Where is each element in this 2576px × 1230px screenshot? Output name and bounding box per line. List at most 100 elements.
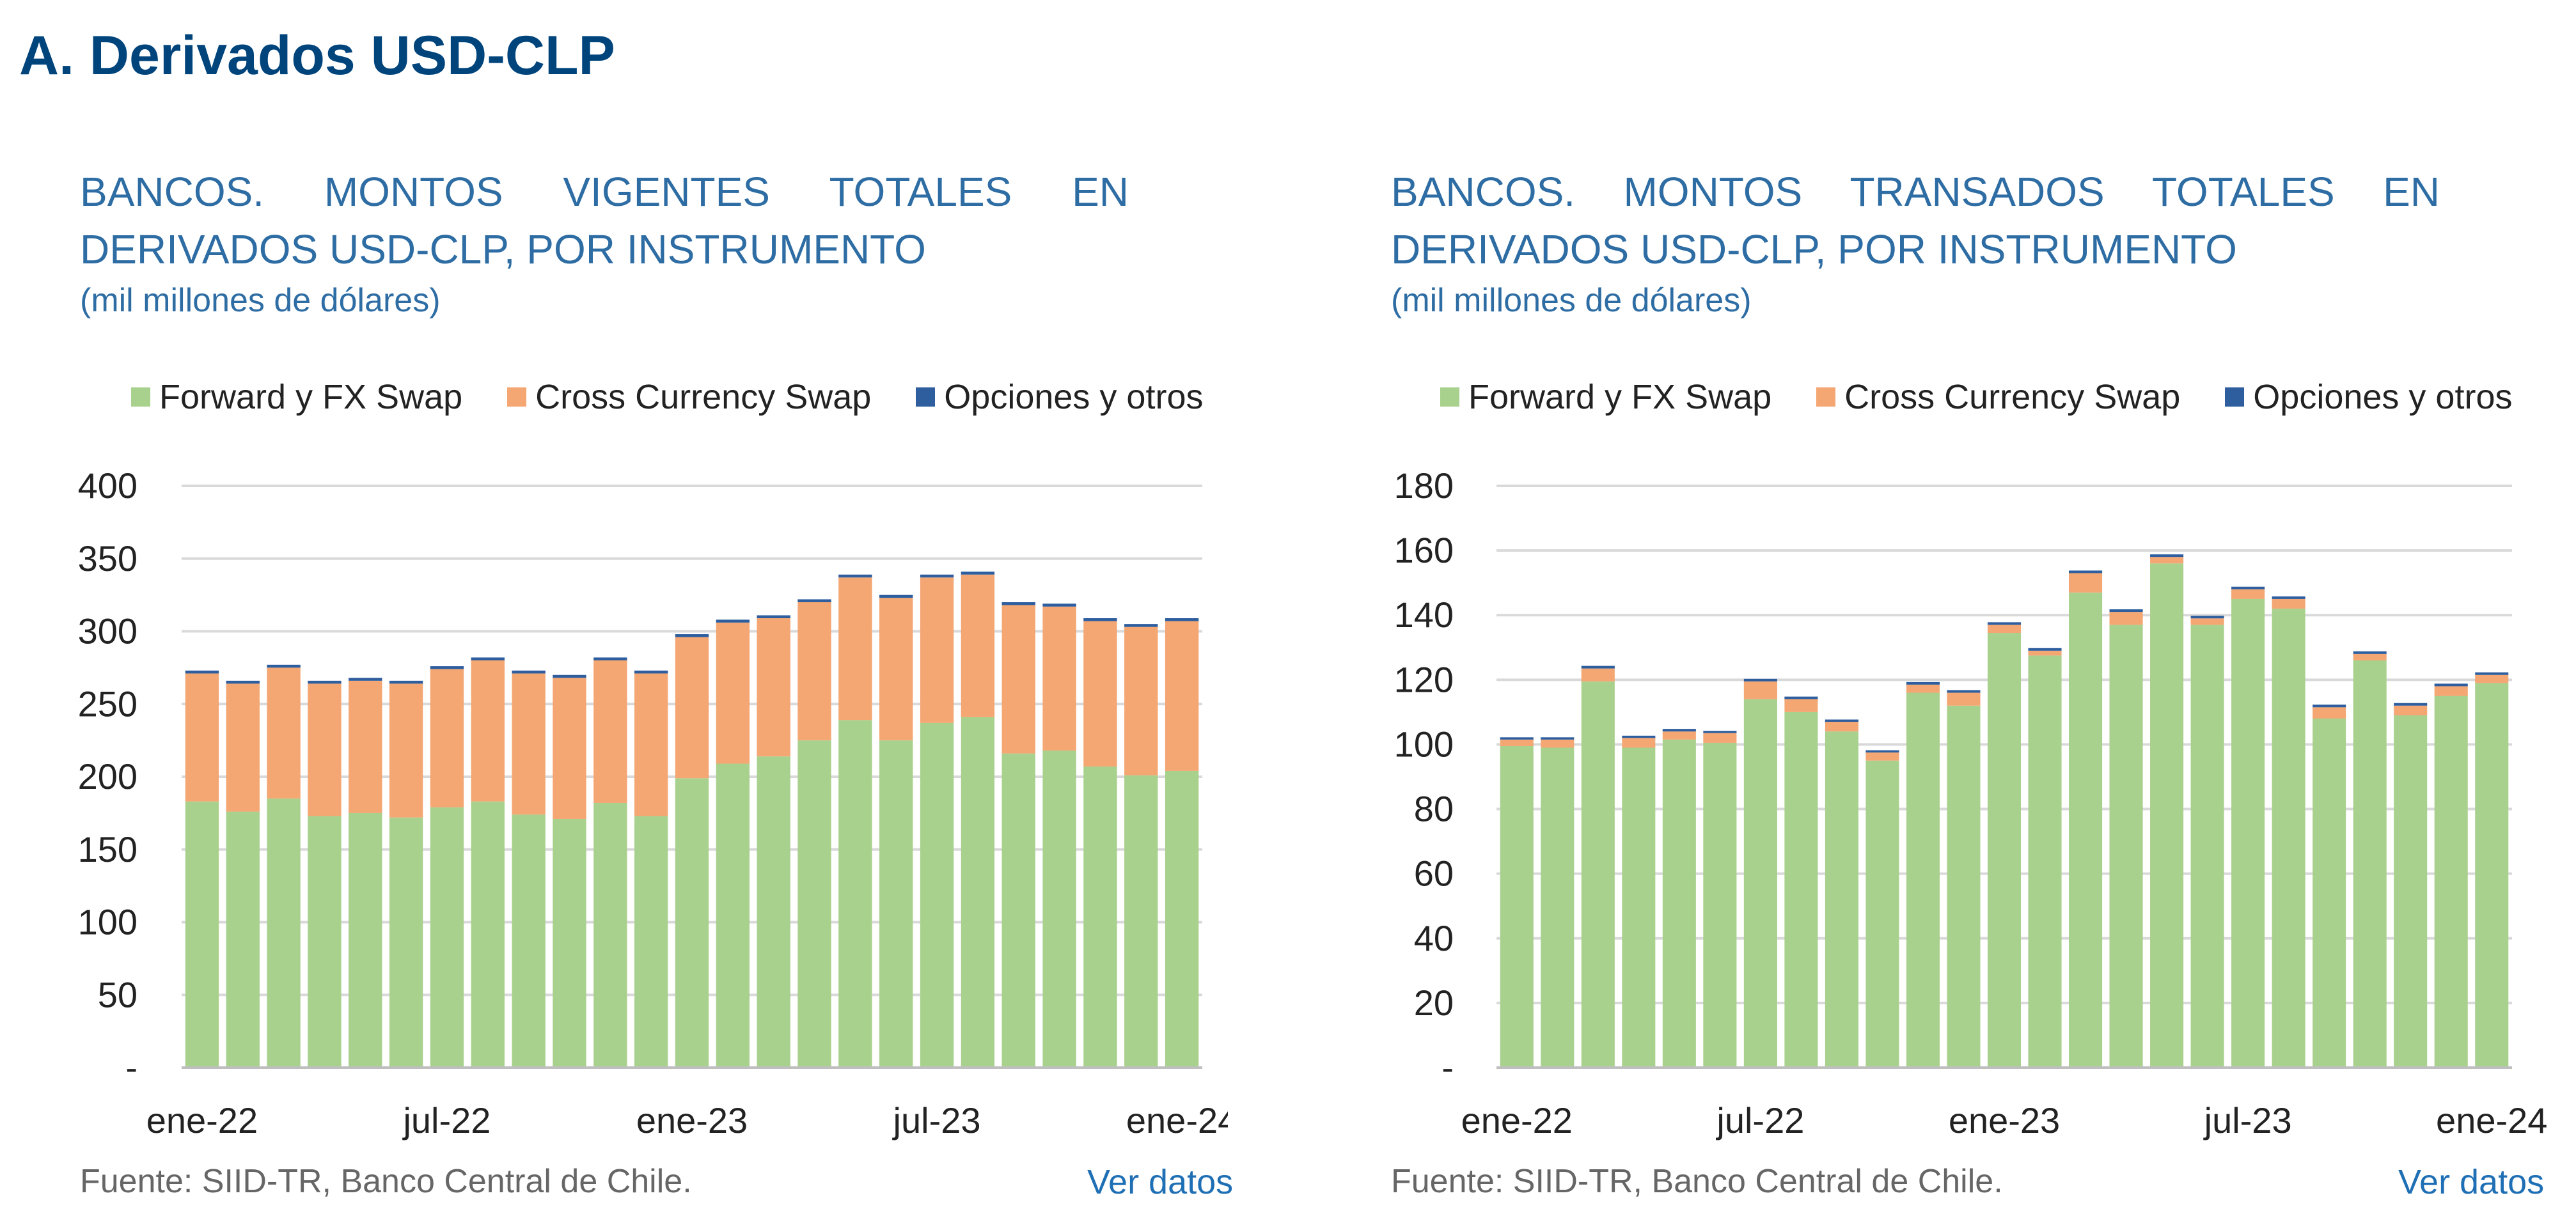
bar-options [716, 619, 750, 623]
bar-options [593, 657, 627, 660]
bar-options [2272, 596, 2305, 599]
bar-options [1042, 603, 1076, 607]
bar-forward [185, 801, 219, 1068]
y-tick-label: 350 [78, 538, 137, 579]
bar-options [634, 670, 668, 674]
x-tick-label: jul-22 [1715, 1100, 1804, 1140]
bar-options [757, 615, 790, 619]
bar-forward [226, 811, 260, 1068]
page-title: A. Derivados USD-CLP [19, 25, 615, 86]
bar-ccs [1825, 722, 1858, 732]
bar-ccs [308, 683, 342, 816]
bar-ccs [961, 574, 995, 717]
bar-options [226, 680, 260, 684]
bar-ccs [1581, 668, 1615, 681]
bar-forward [2150, 563, 2184, 1068]
bar-forward [675, 778, 709, 1068]
bar-forward [2068, 592, 2103, 1068]
y-tick-label: 20 [1414, 983, 1454, 1023]
bar-ccs [675, 637, 709, 779]
bar-options [2353, 651, 2387, 654]
bar-ccs [349, 680, 382, 813]
bar-ccs [2068, 573, 2103, 593]
legend-left: Forward y FX Swap Cross Currency Swap Op… [131, 377, 1248, 417]
bar-ccs [1743, 681, 1777, 699]
y-tick-label: - [125, 1047, 137, 1087]
bar-forward [1662, 739, 1696, 1068]
bar-options [1500, 737, 1534, 740]
bar-ccs [1906, 684, 1940, 693]
bar-options [1743, 678, 1777, 681]
bar-forward [797, 740, 831, 1068]
y-tick-label: 100 [1394, 724, 1454, 764]
bar-options [2190, 616, 2224, 619]
x-tick-label: ene-24 [1126, 1100, 1228, 1140]
ver-datos-link-right[interactable]: Ver datos [2398, 1163, 2545, 1201]
bar-ccs [2353, 653, 2387, 660]
bar-forward [879, 740, 913, 1068]
bar-ccs [1500, 739, 1534, 746]
bar-forward [2353, 660, 2387, 1068]
bar-options [2028, 648, 2062, 651]
legend-right: Forward y FX Swap Cross Currency Swap Op… [1440, 377, 2557, 417]
bar-options [920, 574, 954, 578]
bar-options [349, 678, 382, 681]
legend-item-ccs: Cross Currency Swap [507, 377, 871, 417]
legend-label-forward: Forward y FX Swap [1468, 378, 1772, 416]
bar-forward [1042, 751, 1076, 1068]
bar-options [1124, 624, 1158, 627]
legend-swatch-forward [1440, 387, 1459, 407]
bar-ccs [757, 618, 790, 757]
chart-subtitle-left: (mil millones de dólares) [80, 282, 441, 319]
bar-ccs [593, 660, 627, 803]
bar-options [2313, 705, 2346, 708]
bar-forward [1987, 633, 2022, 1068]
legend-item-options: Opciones y otros [916, 377, 1203, 417]
bar-ccs [1083, 621, 1117, 767]
bar-options [185, 670, 219, 674]
bar-forward [430, 807, 464, 1068]
bar-ccs [1784, 699, 1818, 712]
bar-forward [1825, 731, 1858, 1068]
legend-item-forward: Forward y FX Swap [131, 377, 462, 417]
bar-options [1825, 719, 1858, 722]
chart-right: - 20 40 60 80 100 120 140 160 180 ene-22 jul-22 ene-… [1394, 465, 2548, 1140]
bar-forward [1784, 712, 1818, 1068]
bar-options [1581, 666, 1615, 669]
bar-forward [920, 722, 954, 1068]
bar-forward [389, 817, 423, 1068]
bar-forward [308, 816, 342, 1068]
bar-options [675, 634, 709, 637]
bar-forward [471, 801, 505, 1068]
source-right: Fuente: SIID-TR, Banco Central de Chile. [1391, 1163, 2003, 1200]
y-tick-label: 40 [1414, 918, 1454, 958]
bar-options [2109, 609, 2143, 612]
legend-swatch-options [916, 387, 936, 407]
bar-forward [1906, 692, 1940, 1068]
bar-ccs [1703, 733, 1737, 743]
bar-options [1987, 622, 2022, 625]
bar-ccs [471, 660, 505, 802]
bar-forward [1001, 753, 1035, 1068]
bar-forward [1743, 699, 1777, 1068]
bar-forward [1124, 775, 1158, 1068]
legend-item-ccs: Cross Currency Swap [1816, 377, 2180, 417]
bar-ccs [797, 602, 831, 741]
bar-forward [1622, 747, 1656, 1068]
bar-forward [553, 818, 586, 1068]
x-tick-label: jul-23 [2203, 1100, 2292, 1140]
ver-datos-link-left[interactable]: Ver datos [1087, 1163, 1234, 1201]
legend-label-ccs: Cross Currency Swap [1844, 378, 2181, 416]
bar-options [838, 574, 872, 578]
bar-ccs [1947, 692, 1981, 706]
bar-forward [1947, 705, 1981, 1068]
bar-forward [2272, 609, 2305, 1068]
bar-options [1865, 750, 1899, 753]
bar-ccs [920, 577, 954, 723]
bar-options [471, 657, 505, 660]
bar-options [2475, 672, 2509, 675]
y-tick-label: 400 [78, 465, 137, 506]
bar-options [1906, 681, 1940, 685]
y-tick-label: 50 [98, 974, 137, 1015]
bar-forward [1083, 767, 1117, 1068]
